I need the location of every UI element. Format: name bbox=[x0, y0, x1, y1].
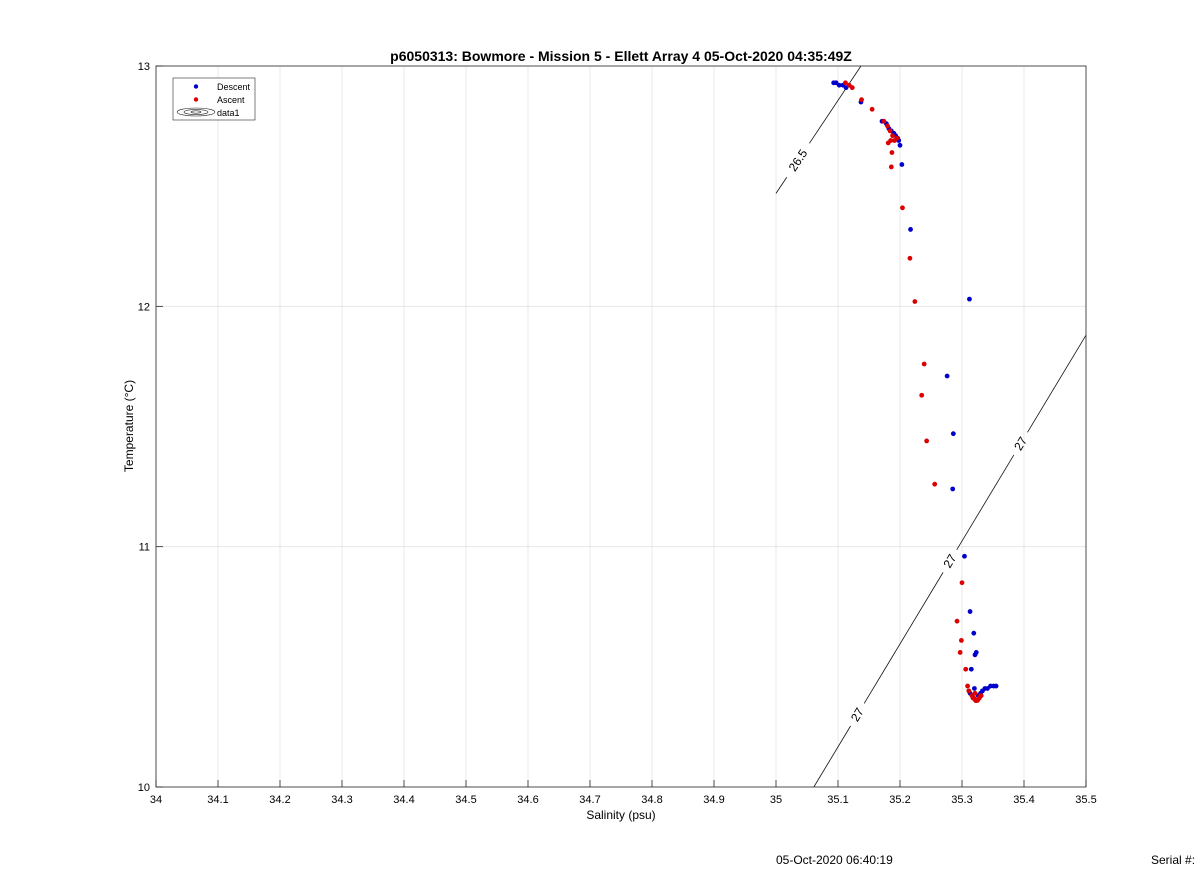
contour-label: 27 bbox=[848, 705, 867, 724]
ascent-point bbox=[970, 695, 976, 701]
legend-label-descent: Descent bbox=[217, 82, 251, 92]
footer-datetime: 05-Oct-2020 06:40:19 bbox=[776, 853, 893, 867]
ascent-point bbox=[966, 688, 972, 694]
descent-point bbox=[836, 82, 842, 88]
x-tick-label: 34.3 bbox=[331, 794, 352, 806]
legend-marker-descent bbox=[193, 84, 199, 89]
axis-ticks: 34 34.1 34.2 34.3 34.4 34.5 34.6 34.7 34.8 34.9 35… bbox=[138, 61, 1097, 806]
ascent-point bbox=[859, 97, 864, 103]
ascent-point bbox=[972, 690, 978, 696]
ascent-point bbox=[869, 106, 875, 112]
x-tick-label: 34.8 bbox=[641, 794, 662, 806]
descent-point bbox=[972, 652, 978, 658]
x-tick-label: 35.2 bbox=[889, 794, 910, 806]
ascent-point bbox=[965, 683, 970, 689]
ascent-point bbox=[957, 650, 963, 655]
ascent-point bbox=[978, 693, 983, 699]
ascent-point bbox=[919, 392, 925, 398]
legend-marker-ascent bbox=[193, 97, 199, 102]
x-tick-label: 34.7 bbox=[579, 794, 600, 806]
ascent-point bbox=[889, 150, 895, 155]
ascent-point bbox=[843, 80, 848, 86]
descent-point bbox=[967, 296, 972, 302]
descent-point bbox=[962, 553, 967, 559]
y-axis-label: Temperature (°C) bbox=[122, 380, 136, 472]
ascent-point bbox=[885, 140, 891, 146]
contour-line-segment bbox=[775, 177, 788, 194]
legend: Descent Ascent data1 bbox=[172, 77, 256, 121]
contour-line-segment bbox=[809, 65, 862, 144]
contour-label: 27 bbox=[1011, 434, 1030, 453]
descent-point bbox=[967, 609, 973, 614]
contour-line-segment bbox=[863, 572, 944, 704]
x-tick-label: 35.3 bbox=[951, 794, 972, 806]
ascent-point bbox=[924, 438, 930, 444]
x-tick-label: 34.9 bbox=[703, 794, 724, 806]
ascent-point bbox=[959, 580, 965, 586]
contour-line-segment bbox=[813, 725, 851, 788]
data-points bbox=[831, 80, 999, 703]
descent-point bbox=[899, 162, 905, 167]
ascent-point bbox=[912, 299, 918, 304]
descent-point bbox=[993, 683, 999, 689]
ascent-point bbox=[890, 133, 895, 139]
x-tick-label: 34 bbox=[150, 794, 162, 806]
ascent-point bbox=[963, 666, 969, 672]
legend-contour-icon bbox=[176, 107, 216, 117]
ascent-point bbox=[849, 85, 855, 91]
contour-line-segment bbox=[956, 454, 1015, 550]
plot-frame bbox=[155, 65, 1087, 788]
legend-label-data1: data1 bbox=[217, 108, 240, 118]
ascent-point bbox=[907, 255, 913, 261]
x-tick-label: 35 bbox=[770, 794, 782, 806]
x-tick-label: 34.6 bbox=[517, 794, 538, 806]
descent-point bbox=[908, 227, 913, 232]
y-tick-label: 11 bbox=[139, 542, 150, 554]
ascent-point bbox=[932, 481, 938, 487]
x-tick-label: 34.4 bbox=[393, 794, 414, 806]
x-tick-label: 34.2 bbox=[269, 794, 290, 806]
footer-serial: Serial #: bbox=[1151, 853, 1196, 867]
ascent-point bbox=[885, 123, 890, 129]
descent-point bbox=[972, 686, 977, 691]
ascent-point bbox=[887, 128, 893, 134]
ascent-point bbox=[892, 138, 897, 143]
descent-point bbox=[950, 431, 956, 437]
y-tick-label: 12 bbox=[138, 301, 150, 313]
legend-label-ascent: Ascent bbox=[217, 95, 245, 105]
descent-point bbox=[971, 630, 977, 636]
x-tick-label: 35.1 bbox=[827, 794, 848, 806]
contour-label: 27 bbox=[940, 551, 959, 570]
descent-point bbox=[968, 666, 974, 672]
descent-point bbox=[944, 373, 950, 379]
x-tick-label: 34.1 bbox=[207, 794, 228, 806]
descent-point bbox=[950, 486, 956, 492]
ascent-point bbox=[954, 618, 960, 624]
x-tick-label: 34.5 bbox=[455, 794, 476, 806]
y-tick-label: 13 bbox=[138, 61, 150, 73]
contour-line-segment bbox=[1027, 334, 1087, 433]
ascent-point bbox=[958, 637, 964, 643]
ascent-point bbox=[900, 205, 905, 211]
x-tick-label: 35.4 bbox=[1013, 794, 1034, 806]
x-tick-label: 35.5 bbox=[1075, 794, 1096, 806]
x-axis-label: Salinity (psu) bbox=[586, 808, 655, 822]
plot-area bbox=[156, 66, 1086, 787]
ascent-point bbox=[888, 164, 894, 170]
ascent-point bbox=[881, 118, 887, 124]
ascent-point bbox=[921, 361, 927, 367]
y-tick-label: 10 bbox=[138, 782, 150, 794]
descent-point bbox=[897, 142, 903, 148]
chart-title: p6050313: Bowmore - Mission 5 - Ellett A… bbox=[390, 48, 852, 64]
